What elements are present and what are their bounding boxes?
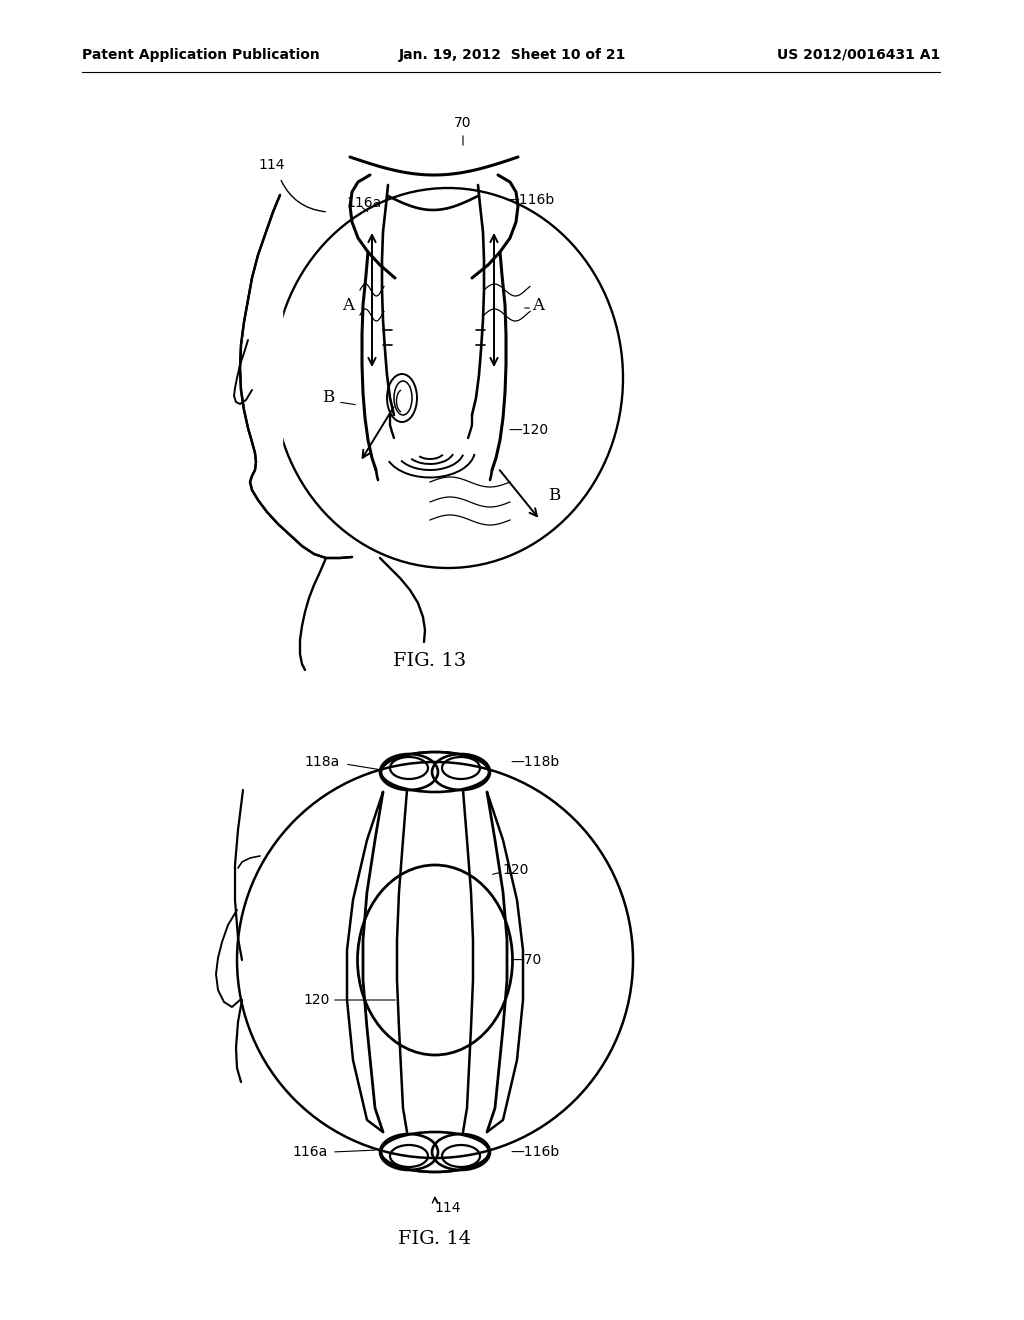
Text: Jan. 19, 2012  Sheet 10 of 21: Jan. 19, 2012 Sheet 10 of 21 — [398, 48, 626, 62]
Text: —116b: —116b — [505, 193, 554, 207]
Text: 120: 120 — [304, 993, 330, 1007]
Text: 116a: 116a — [346, 195, 381, 210]
Text: Patent Application Publication: Patent Application Publication — [82, 48, 319, 62]
Text: 116a: 116a — [293, 1144, 328, 1159]
Text: US 2012/0016431 A1: US 2012/0016431 A1 — [777, 48, 940, 62]
Text: 70: 70 — [455, 116, 472, 129]
Text: A: A — [342, 297, 354, 314]
Text: B: B — [322, 389, 334, 407]
Text: —118b: —118b — [510, 755, 559, 770]
Text: —70: —70 — [510, 953, 542, 968]
Text: A: A — [532, 297, 544, 314]
Text: —120: —120 — [508, 422, 548, 437]
Text: 114: 114 — [258, 158, 285, 172]
Text: 118a: 118a — [305, 755, 340, 770]
Text: B: B — [548, 487, 560, 503]
Text: FIG. 14: FIG. 14 — [398, 1230, 472, 1247]
Text: 120: 120 — [502, 863, 528, 876]
Text: 114: 114 — [435, 1201, 461, 1214]
Text: FIG. 13: FIG. 13 — [393, 652, 467, 671]
Text: —116b: —116b — [510, 1144, 559, 1159]
